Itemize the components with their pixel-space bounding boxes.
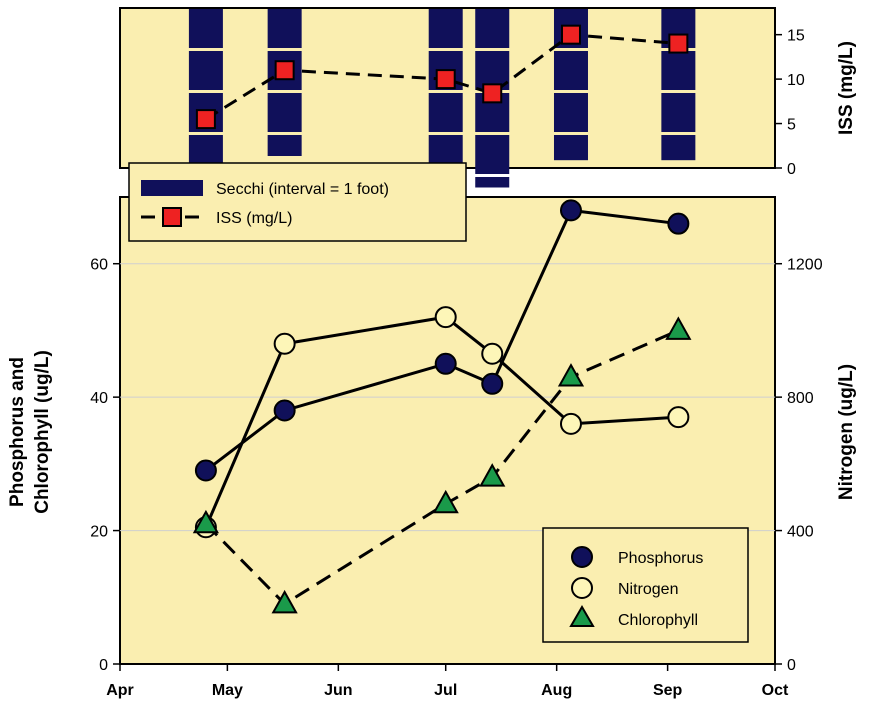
secchi-bar — [661, 9, 696, 161]
secchi-bar-segment — [553, 51, 588, 90]
secchi-bar-segment — [267, 9, 302, 48]
nitrogen-point — [434, 306, 457, 329]
right-tick-label: 400 — [787, 524, 814, 541]
secchi-bar-segment — [188, 9, 223, 48]
legend-secchi-swatch — [141, 180, 203, 196]
legend-nitrogen-label: Nitrogen — [618, 581, 678, 598]
right-tick-label: 1200 — [787, 257, 823, 274]
legend-phosphorus-label: Phosphorus — [618, 550, 703, 567]
phosphorus-point — [273, 399, 296, 422]
left-tick-label: 60 — [90, 257, 108, 274]
legend-phosphorus-marker — [571, 546, 593, 568]
top-legend: Secchi (interval = 1 foot) ISS (mg/L) — [128, 162, 467, 242]
x-tick-label: May — [212, 682, 243, 699]
left-tick-label: 0 — [99, 657, 108, 674]
secchi-bar-segment — [267, 93, 302, 132]
iss-point — [560, 24, 581, 45]
secchi-bars — [188, 9, 696, 198]
legend-chlorophyll-marker — [569, 605, 595, 627]
x-tick-label: Sep — [653, 682, 683, 699]
legend-secchi-label: Secchi (interval = 1 foot) — [216, 181, 389, 198]
legend-iss-marker — [162, 207, 182, 227]
secchi-bar-segment — [553, 135, 588, 161]
x-tick-label: Jul — [434, 682, 457, 699]
secchi-bar-segment — [475, 9, 510, 48]
nitrogen-point — [273, 332, 296, 355]
top-legend-box — [128, 162, 467, 242]
chlorophyll-point — [271, 589, 298, 614]
x-axis: Apr May Jun Jul Aug Sep Oct — [106, 664, 789, 699]
x-tick-label: Oct — [762, 682, 789, 699]
left-tick-label: 20 — [90, 524, 108, 541]
legend-nitrogen-marker — [571, 577, 593, 599]
iss-point — [435, 69, 456, 90]
left-tick-label: 40 — [90, 390, 108, 407]
legend-iss-label: ISS (mg/L) — [216, 210, 292, 227]
secchi-bar-segment — [475, 135, 510, 174]
chlorophyll-point — [479, 463, 506, 487]
iss-point — [482, 83, 503, 104]
phosphorus-line — [204, 208, 679, 472]
secchi-bar-segment — [428, 9, 463, 48]
iss-point — [274, 60, 295, 81]
x-tick-label: Jun — [324, 682, 352, 699]
nitrogen-point — [481, 342, 504, 365]
secchi-bar-segment — [553, 93, 588, 132]
phosphorus-point — [434, 352, 457, 375]
secchi-bar — [428, 9, 463, 167]
left-axis-title-line2: Chlorophyll (ug/L) — [32, 350, 53, 514]
left-y-axis: 0 20 40 60 — [90, 257, 120, 674]
iss-series — [195, 24, 689, 130]
top-right-tick-label: 15 — [787, 28, 805, 45]
x-tick-label: Aug — [541, 682, 572, 699]
x-tick-label: Apr — [106, 682, 134, 699]
iss-point — [668, 33, 689, 54]
top-right-tick-label: 10 — [787, 72, 805, 89]
iss-point — [195, 109, 216, 130]
nitrogen-point — [559, 412, 582, 435]
phosphorus-point — [194, 459, 217, 482]
secchi-bar — [553, 9, 588, 161]
secchi-bar-segment — [475, 177, 510, 188]
iss-line — [205, 33, 679, 121]
secchi-bar-segment — [661, 51, 696, 90]
iss-axis-title: ISS (mg/L) — [836, 41, 857, 135]
chlorophyll-point — [557, 363, 585, 387]
secchi-bar-segment — [267, 135, 302, 156]
bottom-series — [192, 199, 692, 614]
left-axis-title-line1: Phosphorus and — [7, 357, 28, 507]
phosphorus-point — [667, 212, 690, 235]
secchi-bar-segment — [428, 135, 463, 167]
right-axis-title: Nitrogen (ug/L) — [836, 364, 857, 500]
top-right-tick-label: 0 — [787, 161, 796, 178]
bottom-legend: Phosphorus Nitrogen Chlorophyll — [542, 527, 749, 643]
chlorophyll-point — [432, 489, 459, 514]
chlorophyll-point — [192, 509, 220, 534]
right-tick-label: 0 — [787, 657, 796, 674]
phosphorus-point — [481, 372, 504, 395]
secchi-bar-segment — [428, 93, 463, 132]
secchi-bar-segment — [661, 93, 696, 132]
chlorophyll-point — [665, 316, 692, 340]
top-right-tick-label: 5 — [787, 117, 796, 134]
right-tick-label: 800 — [787, 390, 814, 407]
top-right-axis: 0 5 10 15 — [775, 28, 805, 178]
chlorophyll-line — [204, 329, 679, 606]
secchi-bar-segment — [661, 135, 696, 161]
phosphorus-point — [559, 199, 582, 222]
nitrogen-line — [204, 315, 679, 528]
secchi-bar-segment — [188, 51, 223, 90]
right-y-axis: 0 400 800 1200 — [775, 257, 823, 674]
legend-chlorophyll-label: Chlorophyll — [618, 612, 698, 629]
nitrogen-point — [667, 406, 690, 429]
